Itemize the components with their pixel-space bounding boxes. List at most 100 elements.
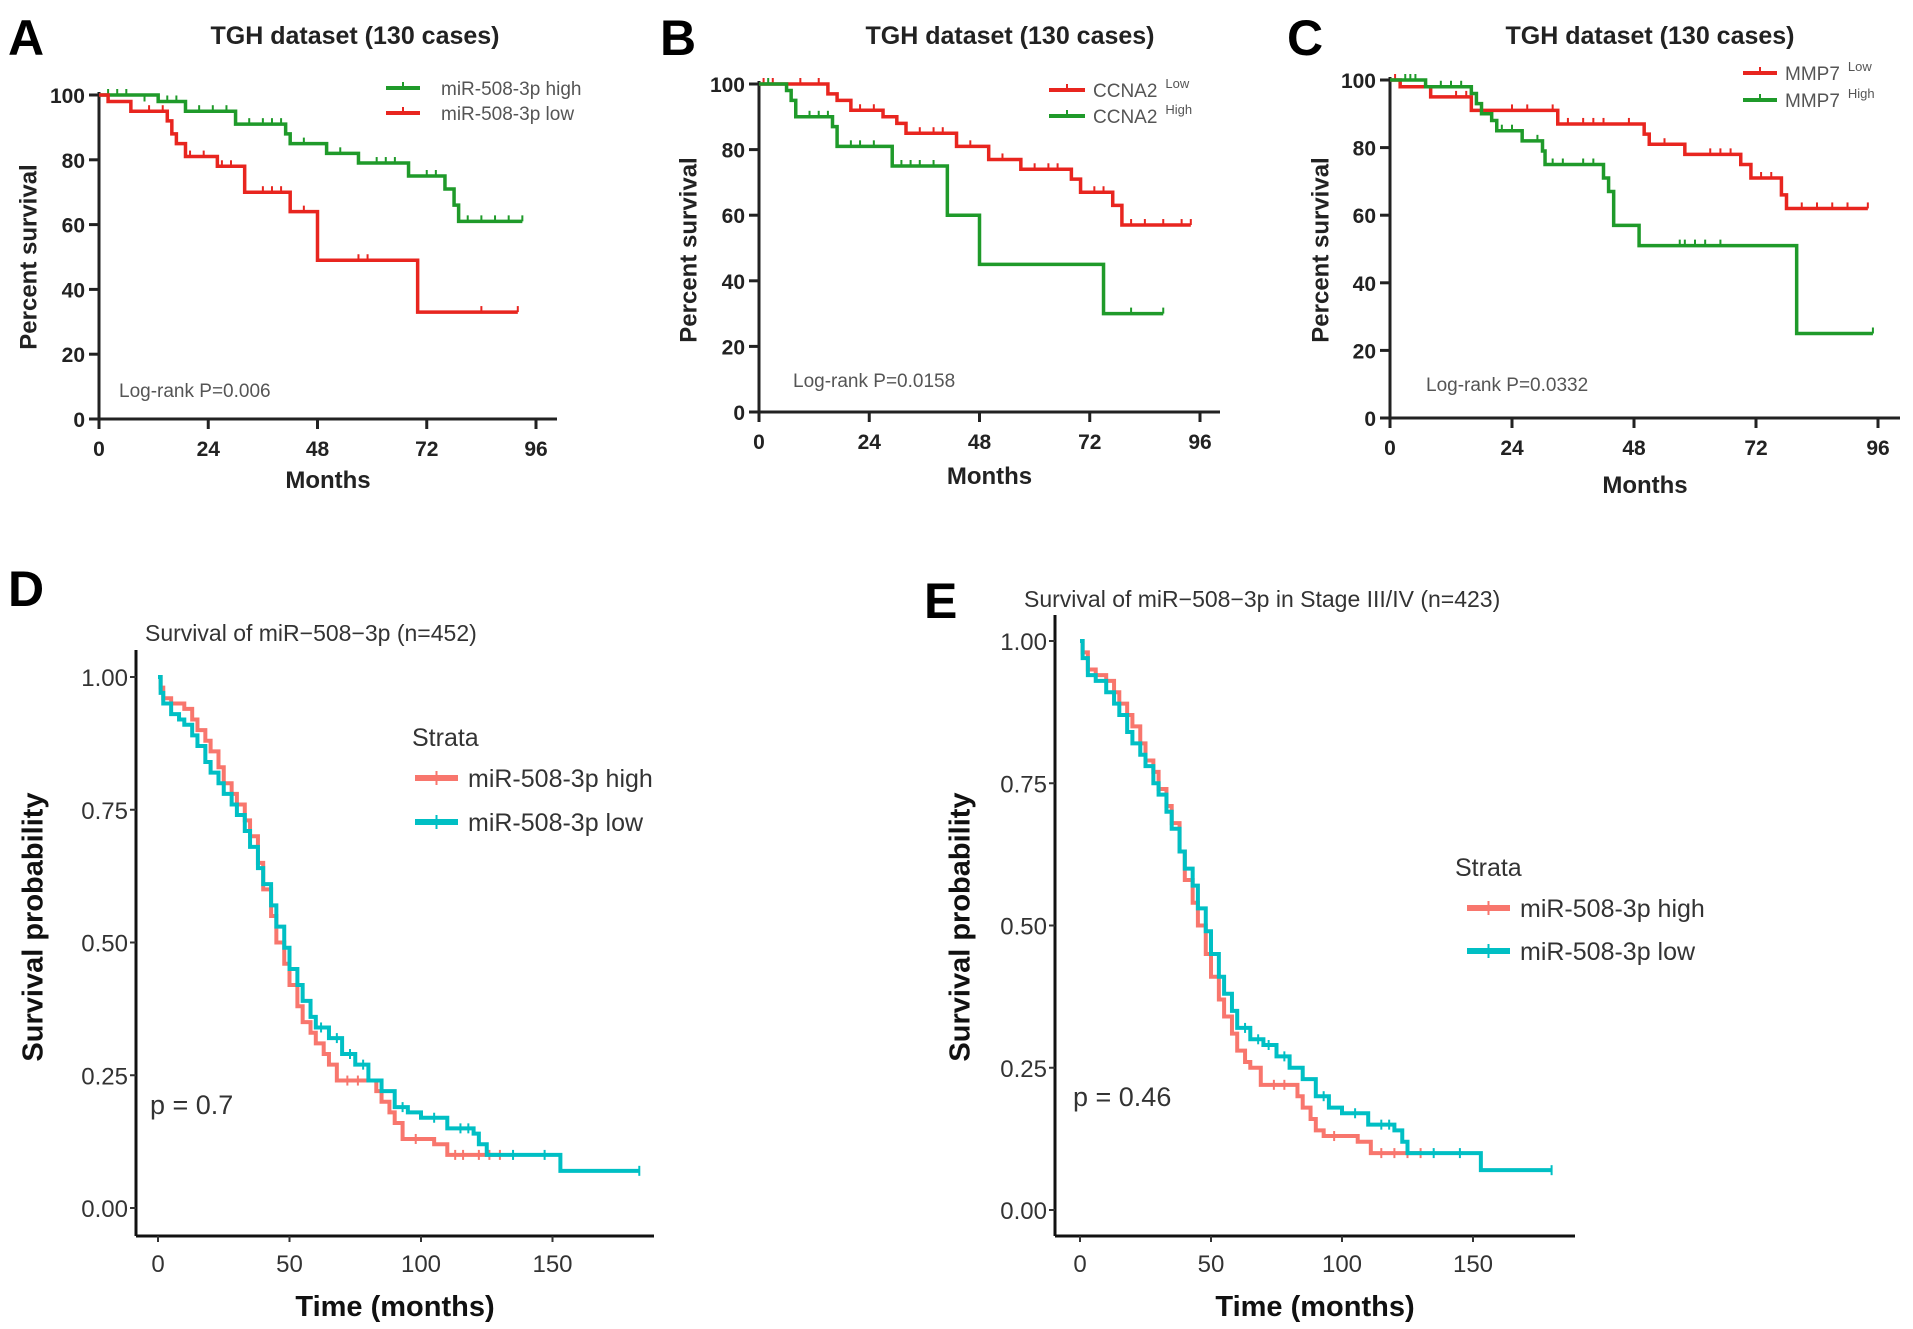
legend-label: miR-508-3p high xyxy=(1520,895,1705,923)
survival-curve-mir-508-3p-low xyxy=(158,675,640,1173)
panel-letter-d: D xyxy=(8,561,44,617)
legend-label: miR-508-3p low xyxy=(441,104,574,125)
chart-title: Survival of miR−508−3p (n=452) xyxy=(145,620,477,646)
x-tick-label: 100 xyxy=(401,1251,441,1278)
x-tick-label: 0 xyxy=(151,1251,164,1278)
legend-label: miR-508-3p high xyxy=(441,79,581,100)
panel-letter-c: C xyxy=(1287,10,1323,66)
chart-title: Survival of miR−508−3p in Stage III/IV (… xyxy=(1024,586,1500,612)
x-tick-label: 48 xyxy=(306,438,330,461)
y-tick-label: 0 xyxy=(733,402,745,425)
y-axis-label: Percent survival xyxy=(1307,157,1334,342)
panel-letter-a: A xyxy=(8,10,44,66)
y-tick-label: 60 xyxy=(722,205,745,228)
x-axis-label: Months xyxy=(947,463,1032,490)
y-tick-label: 80 xyxy=(62,150,85,173)
p-value-annotation: Log-rank P=0.0158 xyxy=(793,371,955,392)
legend-title: Strata xyxy=(412,724,479,752)
y-tick-label: 1.00 xyxy=(81,665,128,692)
y-tick-label: 1.00 xyxy=(1000,629,1047,656)
panel-d: Survival of miR−508−3p (n=452) 0 50 100 150 0… xyxy=(18,620,654,1323)
y-tick-label: 80 xyxy=(1353,138,1376,161)
x-tick-label: 0 xyxy=(1073,1251,1086,1278)
x-tick-label: 72 xyxy=(1744,437,1767,460)
x-tick-label: 48 xyxy=(1622,437,1646,460)
y-tick-label: 100 xyxy=(50,85,85,108)
x-tick-label: 48 xyxy=(968,431,992,454)
p-value-annotation: p = 0.7 xyxy=(150,1090,233,1120)
x-tick-label: 0 xyxy=(753,431,765,454)
y-axis-label: Percent survival xyxy=(15,164,42,349)
y-tick-label: 0.00 xyxy=(81,1196,128,1223)
x-tick-label: 24 xyxy=(197,438,221,461)
x-axis-label: Time (months) xyxy=(1215,1291,1414,1323)
survival-curve-mir-508-3p-high xyxy=(99,93,523,224)
x-tick-label: 72 xyxy=(415,438,438,461)
x-tick-label: 150 xyxy=(1453,1251,1493,1278)
panel-c: TGH dataset (130 cases) 0 24 48 72 96 0 20 40 60 8… xyxy=(1307,22,1900,499)
panel-letter-e: E xyxy=(924,573,957,629)
y-tick-label: 0 xyxy=(1364,408,1376,431)
y-tick-label: 40 xyxy=(1353,273,1376,296)
legend-label: miR-508-3p high xyxy=(468,765,653,793)
y-tick-label: 40 xyxy=(62,279,85,302)
x-axis-label: Months xyxy=(1602,472,1687,499)
survival-curve-mir-508-3p-low xyxy=(1080,639,1552,1173)
y-tick-label: 0.50 xyxy=(81,931,128,958)
y-tick-label: 20 xyxy=(1353,340,1376,363)
y-axis-label: Survival probability xyxy=(945,792,977,1061)
survival-curve-mmp7-high xyxy=(1390,78,1873,336)
y-tick-label: 0.25 xyxy=(1000,1056,1047,1083)
survival-curve-mmp7-low xyxy=(1390,78,1868,211)
y-tick-label: 100 xyxy=(710,74,745,97)
legend-label-superscript: Low xyxy=(1165,76,1189,91)
y-tick-label: 0 xyxy=(73,409,85,432)
y-tick-label: 100 xyxy=(1341,70,1376,93)
x-tick-label: 150 xyxy=(532,1251,572,1278)
legend-label-superscript: High xyxy=(1165,102,1192,117)
survival-curve-ccna2-high xyxy=(759,82,1164,316)
y-tick-label: 20 xyxy=(722,336,745,359)
chart-title: TGH dataset (130 cases) xyxy=(1505,22,1794,50)
y-tick-label: 0.75 xyxy=(1000,771,1047,798)
y-tick-label: 0.25 xyxy=(81,1063,128,1090)
legend-label: miR-508-3p low xyxy=(468,809,644,837)
y-tick-label: 0.00 xyxy=(1000,1198,1047,1225)
y-axis-label: Survival probability xyxy=(18,792,50,1061)
legend-label-superscript: High xyxy=(1848,86,1875,101)
x-tick-label: 24 xyxy=(858,431,882,454)
y-tick-label: 20 xyxy=(62,344,85,367)
y-tick-label: 0.50 xyxy=(1000,914,1047,941)
y-axis-label: Percent survival xyxy=(675,157,702,342)
survival-curve-mir-508-3p-low xyxy=(99,93,518,314)
chart-title: TGH dataset (130 cases) xyxy=(210,22,499,50)
x-tick-label: 0 xyxy=(93,438,105,461)
p-value-annotation: p = 0.46 xyxy=(1073,1082,1171,1112)
chart-title: TGH dataset (130 cases) xyxy=(865,22,1154,50)
x-tick-label: 100 xyxy=(1322,1251,1362,1278)
legend-title: Strata xyxy=(1455,854,1522,882)
x-axis-label: Months xyxy=(285,467,370,494)
panel-b: TGH dataset (130 cases) 0 24 48 72 96 0 20 40 60 8… xyxy=(675,22,1220,490)
x-tick-label: 96 xyxy=(1188,431,1211,454)
p-value-annotation: Log-rank P=0.0332 xyxy=(1426,375,1588,396)
y-tick-label: 40 xyxy=(722,271,745,294)
x-tick-label: 24 xyxy=(1500,437,1524,460)
panel-letter-b: B xyxy=(660,10,696,66)
x-tick-label: 96 xyxy=(524,438,547,461)
y-tick-label: 60 xyxy=(1353,205,1376,228)
legend-label: miR-508-3p low xyxy=(1520,938,1696,966)
survival-curve-mir-508-3p-high xyxy=(158,675,500,1157)
p-value-annotation: Log-rank P=0.006 xyxy=(119,381,271,402)
y-tick-label: 80 xyxy=(722,140,745,163)
y-tick-label: 0.75 xyxy=(81,798,128,825)
x-tick-label: 96 xyxy=(1866,437,1889,460)
survival-curve-ccna2-low xyxy=(759,82,1191,227)
x-axis-label: Time (months) xyxy=(295,1291,494,1323)
x-tick-label: 50 xyxy=(276,1251,303,1278)
legend-label-superscript: Low xyxy=(1848,59,1872,74)
y-tick-label: 60 xyxy=(62,215,85,238)
panel-e: Survival of miR−508−3p in Stage III/IV (… xyxy=(945,586,1705,1323)
